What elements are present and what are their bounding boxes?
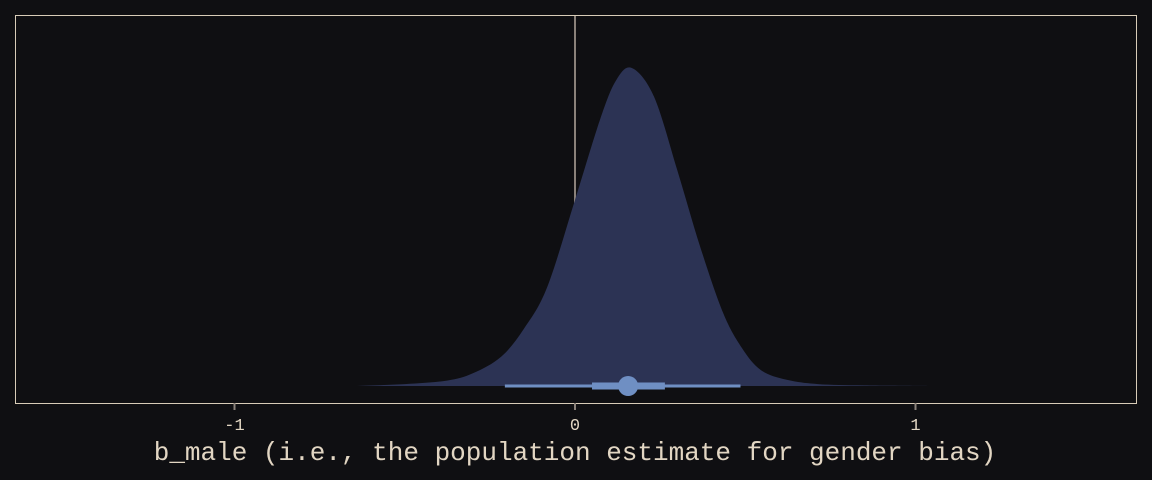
x-axis: -1 0 1 (224, 403, 921, 436)
density-area (355, 67, 930, 387)
x-tick-label: -1 (224, 417, 244, 436)
point-estimate (618, 376, 639, 396)
x-axis-label: b_male (i.e., the population estimate fo… (154, 438, 997, 468)
plot-marks (355, 15, 930, 396)
x-tick-label: 0 (570, 417, 580, 436)
x-tick-label: 1 (910, 417, 920, 436)
